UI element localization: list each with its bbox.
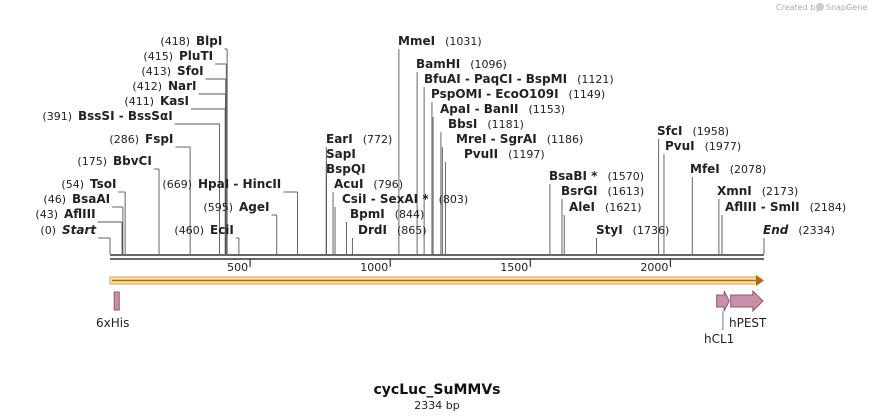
site-bsaai-label[interactable]: BsaAI <box>72 192 110 206</box>
site-mfei-label[interactable]: MfeI <box>690 162 720 176</box>
site-bbsi-label[interactable]: BbsI <box>448 117 477 131</box>
site-position-label: (1096) <box>470 58 507 71</box>
site-position-label: (2334) <box>798 224 835 237</box>
site-tsoi-label[interactable]: TsoI <box>90 177 116 191</box>
site-bbvci-label[interactable]: BbvCI <box>113 154 152 168</box>
site-position-label: (844) <box>395 208 425 221</box>
site-position-label: (595) <box>203 201 233 214</box>
site-sfoi-label[interactable]: SfoI <box>177 64 204 78</box>
site-mmei-label[interactable]: MmeI <box>398 34 435 48</box>
features: 6xHis hCL1 hPEST <box>96 289 767 346</box>
site-eari-label[interactable]: EarI <box>326 132 353 146</box>
site-styi-label[interactable]: StyI <box>596 223 623 237</box>
site-position-label: (415) <box>143 50 173 63</box>
site-afliii-label[interactable]: AflIII <box>64 207 96 221</box>
site-pvui-label[interactable]: PvuI <box>665 139 695 153</box>
site-nari-label[interactable]: NarI <box>168 79 197 93</box>
site-position-label: (1149) <box>569 88 606 101</box>
site-hpai-hincii-label[interactable]: HpaI - HincII <box>198 177 281 191</box>
site-position-label: (413) <box>141 65 171 78</box>
site-position-label: (1613) <box>608 185 645 198</box>
site-pluti-label[interactable]: PluTI <box>179 49 213 63</box>
site-position-label: (286) <box>109 133 139 146</box>
site-bsabi-label[interactable]: BsaBI * <box>549 169 598 183</box>
site-pspomi-ecoo109i-label[interactable]: PspOMI - EcoO109I <box>431 87 559 101</box>
site-position-label: (1121) <box>577 73 614 86</box>
credit-text: Created by <box>776 3 820 12</box>
site-acui-label[interactable]: AcuI <box>334 177 363 191</box>
tick-label: 2000 <box>640 261 668 274</box>
orf-arrow[interactable] <box>109 275 764 286</box>
site-kasi-label[interactable]: KasI <box>160 94 189 108</box>
site-position-label: (772) <box>363 133 393 146</box>
site-position-label: (0) <box>40 224 56 237</box>
site-bpmi-label[interactable]: BpmI <box>350 207 385 221</box>
map-length: 2334 bp <box>414 399 459 412</box>
site-blpi-label[interactable]: BlpI <box>196 34 222 48</box>
site-position-label: (1570) <box>607 170 644 183</box>
feature-label: hCL1 <box>704 332 734 346</box>
site-position-label: (411) <box>124 95 154 108</box>
site-position-label: (418) <box>160 35 190 48</box>
site-position-label: (1958) <box>692 125 729 138</box>
site-position-label: (1977) <box>705 140 742 153</box>
site-agei-label[interactable]: AgeI <box>239 200 269 214</box>
site-csii-sexai-label[interactable]: CsiI - SexAI * <box>342 192 429 206</box>
site-position-label: (1621) <box>605 201 642 214</box>
ruler-ticks: 500 1000 1500 2000 <box>227 259 672 274</box>
site-sfci-label[interactable]: SfcI <box>657 124 682 138</box>
feature-label: hPEST <box>729 316 767 330</box>
site-afliii-smli-label[interactable]: AflIII - SmlI <box>725 200 800 214</box>
site-position-label: (803) <box>439 193 469 206</box>
feature-6xhis[interactable]: 6xHis <box>96 291 129 330</box>
site-position-label: (175) <box>77 155 107 168</box>
tick-label: 500 <box>227 261 248 274</box>
site-position-label: (2184) <box>810 201 847 214</box>
site-position-label: (1186) <box>547 133 584 146</box>
site-bamhi-label[interactable]: BamHI <box>416 57 460 71</box>
credit-brand: SnapGene <box>826 3 867 12</box>
site-mrei-sgrai-label[interactable]: MreI - SgrAI <box>456 132 537 146</box>
site-position-label: (1153) <box>529 103 566 116</box>
site-start-label[interactable]: Start <box>62 223 97 237</box>
site-bsrgi-label[interactable]: BsrGI <box>561 184 598 198</box>
site-position-label: (46) <box>43 193 66 206</box>
site-position-label: (1181) <box>487 118 524 131</box>
site-position-label: (1031) <box>445 35 482 48</box>
site-position-label: (43) <box>35 208 58 221</box>
site-end-label[interactable]: End <box>763 223 789 237</box>
site-position-label: (412) <box>132 80 162 93</box>
site-ecii-label[interactable]: EciI <box>210 223 234 237</box>
site-bspqi-label[interactable]: BspQI <box>326 162 366 176</box>
map-title: cycLuc_SuMMVs <box>374 382 501 398</box>
feature-hcl1[interactable]: hCL1 <box>704 290 734 346</box>
tick-label: 1000 <box>360 261 388 274</box>
site-position-label: (54) <box>61 178 84 191</box>
feature-hpest[interactable]: hPEST <box>729 289 767 330</box>
site-labels: Start (0) AflIII (43) BsaAI (46) TsoI (54) BbvCI… <box>35 34 846 237</box>
site-pvuii-label[interactable]: PvuII <box>464 147 498 161</box>
site-apai-banii-label[interactable]: ApaI - BanII <box>440 102 519 116</box>
site-position-label: (1736) <box>633 224 670 237</box>
site-position-label: (2173) <box>762 185 799 198</box>
site-sapi-label[interactable]: SapI <box>326 147 356 161</box>
site-position-label: (796) <box>373 178 403 191</box>
site-position-label: (2078) <box>730 163 767 176</box>
site-bsssi-bsss-i-label[interactable]: BssSI - BssSαI <box>78 109 173 123</box>
site-position-label: (460) <box>174 224 204 237</box>
site-position-label: (669) <box>162 178 192 191</box>
site-position-label: (865) <box>397 224 427 237</box>
site-drdi-label[interactable]: DrdI <box>358 223 387 237</box>
site-fspi-label[interactable]: FspI <box>145 132 173 146</box>
tick-label: 1500 <box>500 261 528 274</box>
site-xmni-label[interactable]: XmnI <box>717 184 752 198</box>
leader-lines <box>97 48 765 254</box>
site-bfuai-paqci-bspmi-label[interactable]: BfuAI - PaqCI - BspMI <box>424 72 567 86</box>
site-position-label: (391) <box>42 110 72 123</box>
site-alei-label[interactable]: AleI <box>569 200 595 214</box>
feature-label: 6xHis <box>96 316 129 330</box>
snapgene-logo-icon <box>816 3 824 11</box>
site-position-label: (1197) <box>508 148 545 161</box>
